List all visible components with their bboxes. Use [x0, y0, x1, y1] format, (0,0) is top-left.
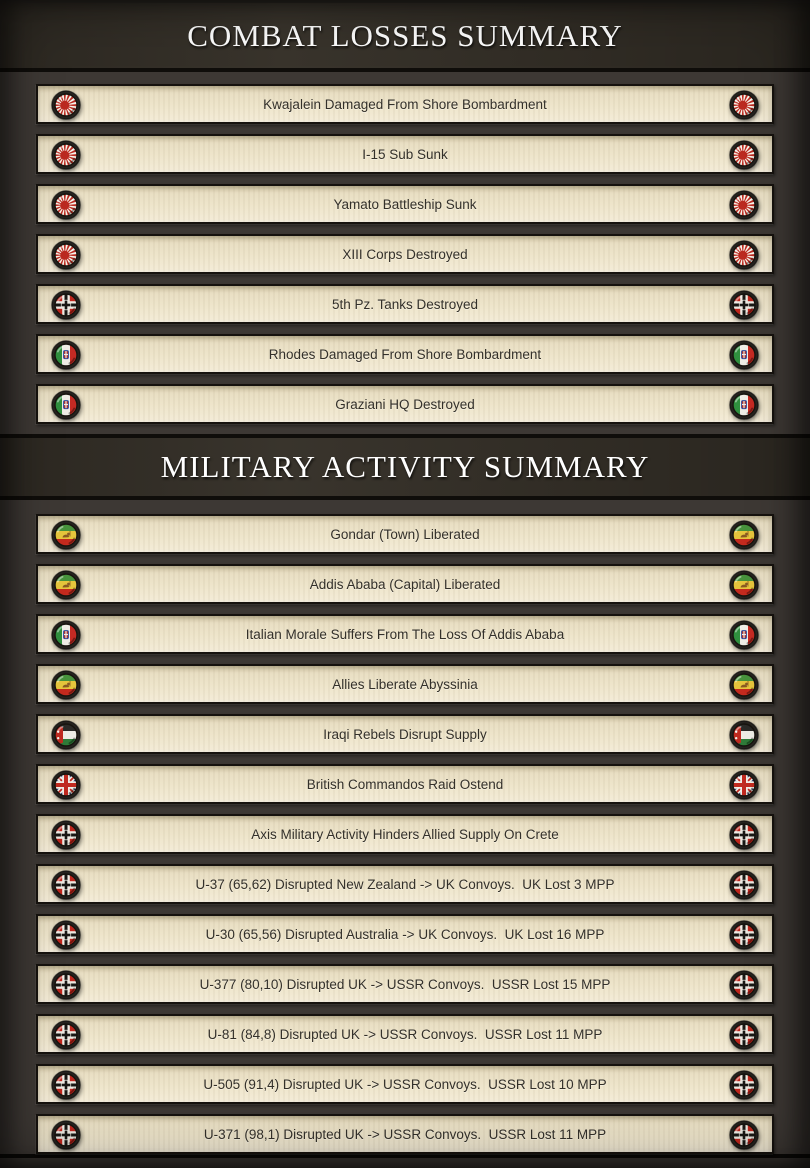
section-header: MILITARY ACTIVITY SUMMARY: [0, 434, 810, 500]
germany-flag-icon: [729, 1020, 759, 1050]
summary-section: COMBAT LOSSES SUMMARY Kwajalein Damaged …: [0, 0, 810, 424]
event-text: U-377 (80,10) Disrupted UK -> USSR Convo…: [199, 976, 611, 992]
ethiopia-flag-icon: [729, 670, 759, 700]
event-text: Iraqi Rebels Disrupt Supply: [323, 726, 487, 742]
germany-flag-icon: [729, 290, 759, 320]
italy-flag-icon: [51, 620, 81, 650]
japan-flag-icon: [51, 140, 81, 170]
italy-flag-icon: [729, 390, 759, 420]
germany-flag-icon: [51, 970, 81, 1000]
germany-flag-icon: [51, 1120, 81, 1150]
event-row[interactable]: XIII Corps Destroyed: [36, 234, 774, 274]
event-row[interactable]: U-371 (98,1) Disrupted UK -> USSR Convoy…: [36, 1114, 774, 1154]
germany-flag-icon: [51, 920, 81, 950]
germany-flag-icon: [51, 1020, 81, 1050]
japan-flag-icon: [729, 140, 759, 170]
event-text: Addis Ababa (Capital) Liberated: [309, 576, 501, 592]
event-row[interactable]: U-505 (91,4) Disrupted UK -> USSR Convoy…: [36, 1064, 774, 1104]
event-text: British Commandos Raid Ostend: [306, 776, 504, 792]
event-text: Kwajalein Damaged From Shore Bombardment: [263, 96, 547, 112]
event-row[interactable]: Graziani HQ Destroyed: [36, 384, 774, 424]
event-text: I-15 Sub Sunk: [362, 146, 448, 162]
event-text: Graziani HQ Destroyed: [335, 396, 475, 412]
japan-flag-icon: [729, 190, 759, 220]
event-row[interactable]: U-30 (65,56) Disrupted Australia -> UK C…: [36, 914, 774, 954]
germany-flag-icon: [51, 290, 81, 320]
iraq-flag-icon: [729, 720, 759, 750]
germany-flag-icon: [729, 1120, 759, 1150]
event-text: U-30 (65,56) Disrupted Australia -> UK C…: [205, 926, 605, 942]
event-row[interactable]: Iraqi Rebels Disrupt Supply: [36, 714, 774, 754]
germany-flag-icon: [729, 970, 759, 1000]
event-row[interactable]: U-377 (80,10) Disrupted UK -> USSR Convo…: [36, 964, 774, 1004]
germany-flag-icon: [729, 870, 759, 900]
section-rows: Gondar (Town) Liberated: [0, 500, 810, 1154]
ethiopia-flag-icon: [729, 570, 759, 600]
italy-flag-icon: [729, 340, 759, 370]
event-text: U-81 (84,8) Disrupted UK -> USSR Convoys…: [207, 1026, 603, 1042]
germany-flag-icon: [51, 870, 81, 900]
event-row[interactable]: Yamato Battleship Sunk: [36, 184, 774, 224]
germany-flag-icon: [729, 820, 759, 850]
event-row[interactable]: Allies Liberate Abyssinia: [36, 664, 774, 704]
germany-flag-icon: [729, 920, 759, 950]
event-text: Yamato Battleship Sunk: [333, 196, 477, 212]
event-row[interactable]: British Commandos Raid Ostend: [36, 764, 774, 804]
event-row[interactable]: 5th Pz. Tanks Destroyed: [36, 284, 774, 324]
germany-flag-icon: [51, 820, 81, 850]
event-text: Italian Morale Suffers From The Loss Of …: [245, 626, 565, 642]
section-header: COMBAT LOSSES SUMMARY: [0, 0, 810, 72]
uk-flag-icon: [51, 770, 81, 800]
event-row[interactable]: Gondar (Town) Liberated: [36, 514, 774, 554]
event-row[interactable]: Italian Morale Suffers From The Loss Of …: [36, 614, 774, 654]
event-text: Rhodes Damaged From Shore Bombardment: [268, 346, 542, 362]
section-title: COMBAT LOSSES SUMMARY: [187, 17, 623, 53]
italy-flag-icon: [51, 340, 81, 370]
section-rows: Kwajalein Damaged From Shore Bombardment…: [0, 72, 810, 424]
event-row[interactable]: Kwajalein Damaged From Shore Bombardment: [36, 84, 774, 124]
italy-flag-icon: [51, 390, 81, 420]
germany-flag-icon: [51, 1070, 81, 1100]
bottom-bar: [0, 1154, 810, 1168]
ethiopia-flag-icon: [51, 520, 81, 550]
ethiopia-flag-icon: [729, 520, 759, 550]
ethiopia-flag-icon: [51, 670, 81, 700]
japan-flag-icon: [729, 90, 759, 120]
ethiopia-flag-icon: [51, 570, 81, 600]
japan-flag-icon: [51, 240, 81, 270]
japan-flag-icon: [729, 240, 759, 270]
event-row[interactable]: U-37 (65,62) Disrupted New Zealand -> UK…: [36, 864, 774, 904]
event-text: Allies Liberate Abyssinia: [332, 676, 478, 692]
uk-flag-icon: [729, 770, 759, 800]
germany-flag-icon: [729, 1070, 759, 1100]
japan-flag-icon: [51, 190, 81, 220]
summary-section: MILITARY ACTIVITY SUMMARY Gondar (Town) …: [0, 434, 810, 1154]
event-text: U-371 (98,1) Disrupted UK -> USSR Convoy…: [203, 1126, 607, 1142]
italy-flag-icon: [729, 620, 759, 650]
event-row[interactable]: Rhodes Damaged From Shore Bombardment: [36, 334, 774, 374]
event-text: Gondar (Town) Liberated: [330, 526, 480, 542]
japan-flag-icon: [51, 90, 81, 120]
event-text: XIII Corps Destroyed: [342, 246, 468, 262]
event-text: U-505 (91,4) Disrupted UK -> USSR Convoy…: [203, 1076, 607, 1092]
event-text: U-37 (65,62) Disrupted New Zealand -> UK…: [195, 876, 615, 892]
event-row[interactable]: I-15 Sub Sunk: [36, 134, 774, 174]
event-row[interactable]: U-81 (84,8) Disrupted UK -> USSR Convoys…: [36, 1014, 774, 1054]
event-text: Axis Military Activity Hinders Allied Su…: [251, 826, 559, 842]
event-row[interactable]: Axis Military Activity Hinders Allied Su…: [36, 814, 774, 854]
iraq-flag-icon: [51, 720, 81, 750]
event-text: 5th Pz. Tanks Destroyed: [331, 296, 479, 312]
event-row[interactable]: Addis Ababa (Capital) Liberated: [36, 564, 774, 604]
section-title: MILITARY ACTIVITY SUMMARY: [160, 449, 650, 484]
